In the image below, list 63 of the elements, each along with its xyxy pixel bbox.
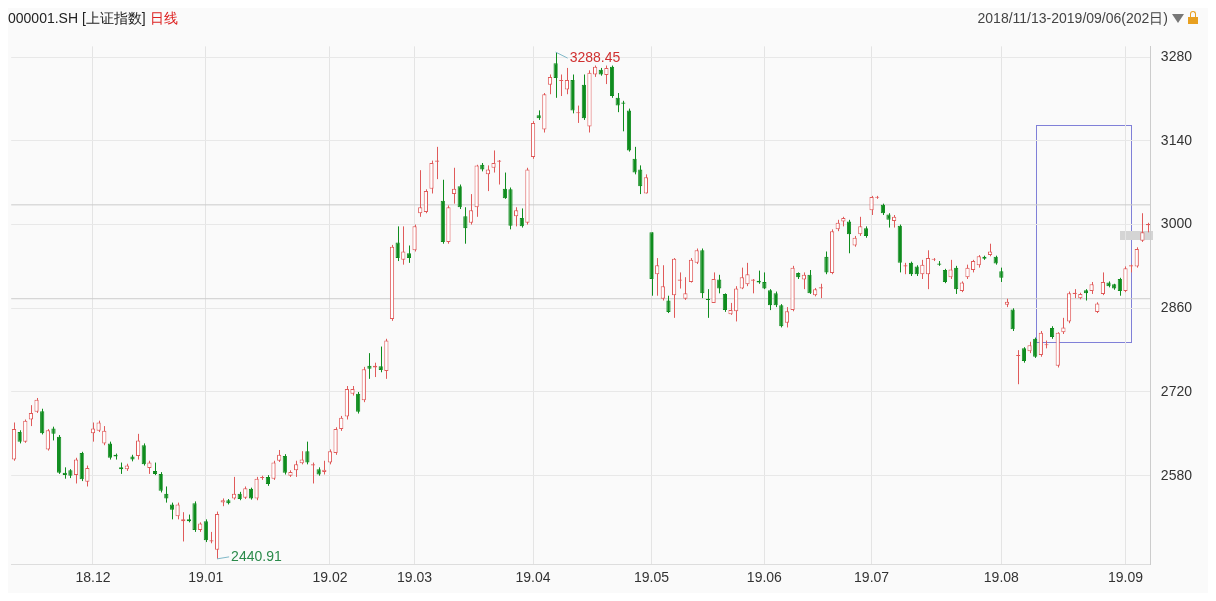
candlestick (401, 225, 406, 266)
candlestick (90, 421, 96, 443)
candlestick (1100, 271, 1106, 296)
candlestick (136, 433, 141, 461)
candlestick (367, 352, 372, 380)
candlestick (767, 288, 773, 311)
x-tick-label: 19.03 (397, 569, 433, 586)
candlestick (423, 188, 428, 214)
candlestick (491, 149, 496, 174)
x-tick-label: 19.05 (634, 569, 670, 586)
candlestick (683, 276, 688, 301)
x-tick-label: 19.07 (854, 569, 890, 586)
y-tick-label: 2580 (1160, 466, 1193, 483)
candlestick (711, 271, 716, 304)
candlestick (333, 426, 338, 456)
chart-title: 000001.SH [上证指数] (8, 10, 146, 26)
candlestick (604, 65, 609, 85)
y-tick-label: 2860 (1160, 299, 1193, 316)
candlestick (869, 195, 874, 216)
candlestick (305, 441, 310, 465)
annotation: 3288.45 (569, 48, 621, 65)
candlestick (271, 460, 276, 481)
x-tick-label: 19.04 (515, 569, 551, 586)
candlestick (1123, 265, 1128, 293)
x-tick-label: 19.01 (188, 569, 224, 586)
candlestick (1010, 307, 1015, 332)
x-tick-label: 19.09 (1107, 569, 1144, 586)
candlestick (457, 184, 462, 210)
candlestick (615, 92, 620, 113)
candlestick (28, 404, 34, 427)
candlestick (779, 303, 784, 328)
candlestick (807, 269, 812, 295)
y-tick-label: 3140 (1160, 131, 1193, 148)
candlestick (85, 465, 90, 487)
candlestick (468, 193, 474, 226)
candlestick (660, 264, 665, 302)
y-tick-label: 2720 (1160, 382, 1193, 399)
candlestick (745, 262, 750, 287)
candlestick (158, 471, 163, 493)
candlestick (948, 259, 953, 280)
candlestick (824, 250, 829, 275)
candlestick (378, 346, 383, 373)
x-tick-label: 18.12 (75, 569, 111, 586)
chart-subtitle: 日线 (149, 10, 178, 26)
y-tick-label: 3280 (1160, 48, 1193, 65)
candlestick (23, 419, 28, 444)
y-tick-label: 3000 (1160, 215, 1193, 232)
candlestick (784, 306, 790, 328)
candlestick (463, 206, 468, 245)
x-tick-label: 19.06 (746, 569, 783, 586)
candlestick (282, 453, 287, 476)
candlestick (254, 476, 259, 501)
candlestick (1140, 212, 1145, 243)
candlestick (858, 216, 863, 237)
text: 2018/11/13-2019/09/06(202日) (977, 10, 1168, 26)
candlestick (412, 224, 417, 252)
candlestick (632, 146, 637, 175)
candlestick (547, 74, 553, 95)
candlestick (553, 51, 558, 99)
candlestick (429, 160, 434, 194)
annotation: 2440.91 (231, 547, 282, 564)
x-tick-label: 19.02 (312, 569, 348, 586)
x-tick-label: 19.08 (983, 569, 1020, 586)
